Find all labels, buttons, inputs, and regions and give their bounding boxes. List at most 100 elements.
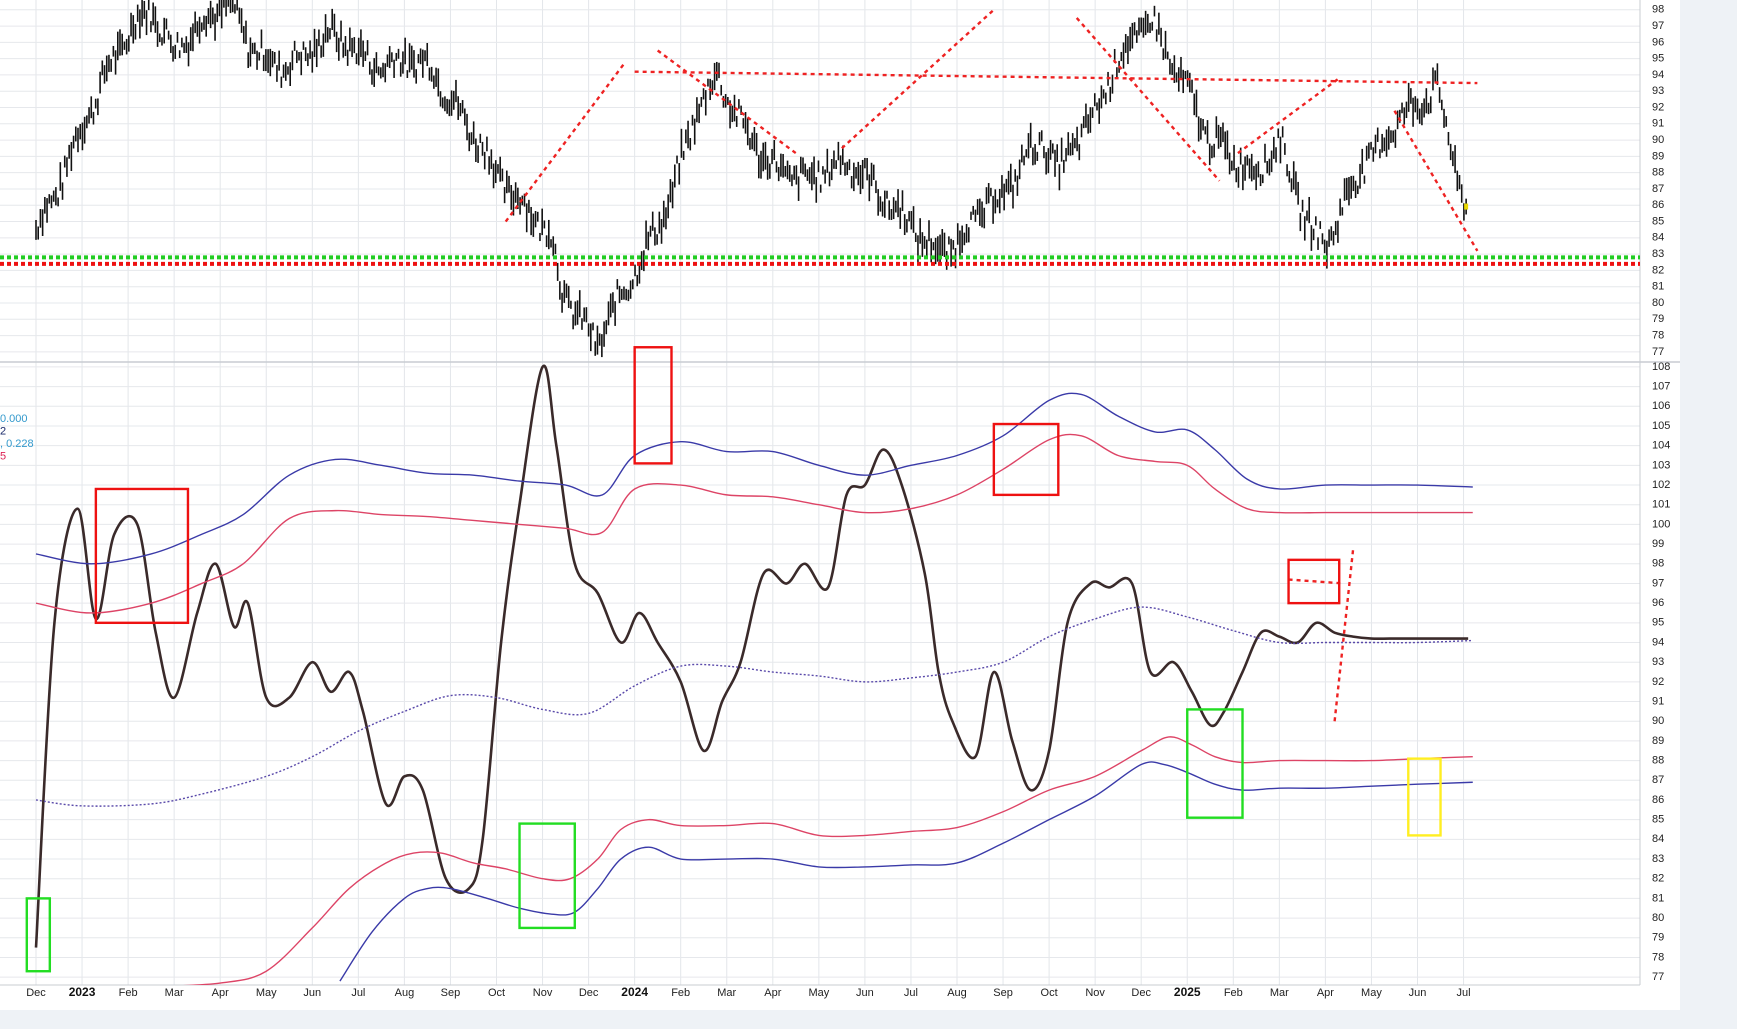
indicator-y-tick-label: 94 <box>1652 636 1664 648</box>
trend-line <box>1237 77 1340 155</box>
highlight-box <box>1287 558 1341 605</box>
x-tick-label: Dec <box>26 987 46 999</box>
x-tick-label: Feb <box>671 987 690 999</box>
lower-band-blue-line <box>339 761 1473 982</box>
price-panel <box>0 0 1640 358</box>
highlight-box <box>1407 757 1442 837</box>
last-price-marker <box>1464 203 1469 210</box>
indicator-y-tick-label: 88 <box>1652 755 1664 767</box>
x-tick-label: Oct <box>1041 987 1058 999</box>
x-tick-label: 2023 <box>69 985 96 999</box>
price-y-tick-label: 90 <box>1652 134 1664 146</box>
price-y-tick-label: 80 <box>1652 297 1664 309</box>
x-tick-label: 2025 <box>1174 985 1201 999</box>
trend-line <box>504 61 627 223</box>
x-axis-labels: Dec 2023 Feb Mar Apr May Jun Jul Aug Sep Oct Nov Dec… <box>26 985 1470 999</box>
upper-band-red-line <box>35 433 1473 614</box>
highlight-box <box>1186 708 1244 819</box>
price-y-tick-label: 86 <box>1652 199 1664 211</box>
trend-line <box>841 8 995 150</box>
highlight-box <box>25 897 52 973</box>
x-tick-label: Mar <box>717 987 736 999</box>
indicator-y-tick-label: 83 <box>1652 853 1664 865</box>
indicator-y-tick-label: 97 <box>1652 577 1664 589</box>
indicator-y-tick-label: 80 <box>1652 912 1664 924</box>
x-tick-label: Sep <box>441 987 461 999</box>
indicator-y-tick-label: 106 <box>1652 400 1670 412</box>
indicator-y-tick-label: 99 <box>1652 538 1664 550</box>
indicator-y-tick-label: 104 <box>1652 440 1670 452</box>
indicator-y-tick-label: 95 <box>1652 617 1664 629</box>
x-tick-label: Aug <box>947 987 967 999</box>
x-tick-label: Apr <box>212 987 229 999</box>
indicator-y-tick-label: 98 <box>1652 558 1664 570</box>
x-tick-label: Jul <box>351 987 365 999</box>
indicator-y-tick-label: 103 <box>1652 459 1670 471</box>
upper-band-blue-line <box>35 392 1473 565</box>
indicator-y-tick-label: 82 <box>1652 873 1664 885</box>
price-y-tick-label: 84 <box>1652 232 1664 244</box>
price-y-tick-label: 91 <box>1652 118 1664 130</box>
indicator-y-tick-label: 86 <box>1652 794 1664 806</box>
price-y-tick-label: 85 <box>1652 215 1664 227</box>
price-y-tick-label: 88 <box>1652 167 1664 179</box>
legend-entry: , 0.228 <box>0 438 34 450</box>
highlight-box <box>94 487 190 625</box>
highlight-box <box>518 822 576 930</box>
price-y-tick-label: 81 <box>1652 281 1664 293</box>
price-y-tick-label: 97 <box>1652 20 1664 32</box>
indicator-y-tick-label: 78 <box>1652 951 1664 963</box>
x-tick-label: Aug <box>395 987 415 999</box>
indicator-y-tick-label: 90 <box>1652 715 1664 727</box>
x-tick-label: May <box>256 987 277 999</box>
indicator-y-tick-label: 93 <box>1652 656 1664 668</box>
x-tick-label: May <box>1361 987 1382 999</box>
x-tick-label: Jul <box>1457 987 1471 999</box>
price-y-tick-label: 87 <box>1652 183 1664 195</box>
x-tick-label: Jun <box>1409 987 1427 999</box>
x-tick-label: Feb <box>1224 987 1243 999</box>
price-y-tick-label: 94 <box>1652 69 1664 81</box>
y-axis-labels: 77 78 79 80 81 82 83 84 85 86 87 88 89 90 91 92 93 94 95 96… <box>1652 4 1670 983</box>
x-tick-label: Jul <box>904 987 918 999</box>
price-y-tick-label: 93 <box>1652 85 1664 97</box>
x-tick-label: Mar <box>165 987 184 999</box>
indicator-y-tick-label: 108 <box>1652 361 1670 373</box>
price-y-tick-label: 96 <box>1652 36 1664 48</box>
x-tick-label: Jun <box>856 987 874 999</box>
x-tick-label: Dec <box>1131 987 1151 999</box>
oscillator-line <box>34 364 1469 948</box>
x-tick-label: Mar <box>1270 987 1289 999</box>
x-tick-label: Nov <box>1085 987 1105 999</box>
indicator-y-tick-label: 92 <box>1652 676 1664 688</box>
x-tick-label: Nov <box>533 987 553 999</box>
indicator-y-tick-label: 100 <box>1652 518 1670 530</box>
indicator-y-tick-label: 107 <box>1652 381 1670 393</box>
gridlines <box>0 0 1680 986</box>
legend-entry: 2 <box>0 426 6 438</box>
x-tick-label: Feb <box>119 987 138 999</box>
indicator-panel <box>25 346 1473 985</box>
price-y-tick-label: 92 <box>1652 101 1664 113</box>
price-y-tick-label: 82 <box>1652 264 1664 276</box>
trend-line <box>1393 110 1479 252</box>
indicator-y-tick-label: 101 <box>1652 499 1670 511</box>
indicator-y-tick-label: 105 <box>1652 420 1670 432</box>
indicator-y-tick-label: 77 <box>1652 971 1664 983</box>
indicator-y-tick-label: 84 <box>1652 833 1664 845</box>
legend-entry: 5 <box>0 451 6 463</box>
indicator-lines <box>34 364 1473 985</box>
price-y-tick-label: 83 <box>1652 248 1664 260</box>
legend-entry: 0.000 <box>0 413 28 425</box>
x-tick-label: May <box>808 987 829 999</box>
midline-line <box>35 606 1473 807</box>
indicator-y-tick-label: 87 <box>1652 774 1664 786</box>
indicator-y-tick-label: 81 <box>1652 892 1664 904</box>
x-tick-label: Dec <box>579 987 599 999</box>
x-tick-label: Apr <box>764 987 781 999</box>
x-tick-label: Jun <box>303 987 321 999</box>
price-y-tick-label: 78 <box>1652 329 1664 341</box>
indicator-y-tick-label: 96 <box>1652 597 1664 609</box>
